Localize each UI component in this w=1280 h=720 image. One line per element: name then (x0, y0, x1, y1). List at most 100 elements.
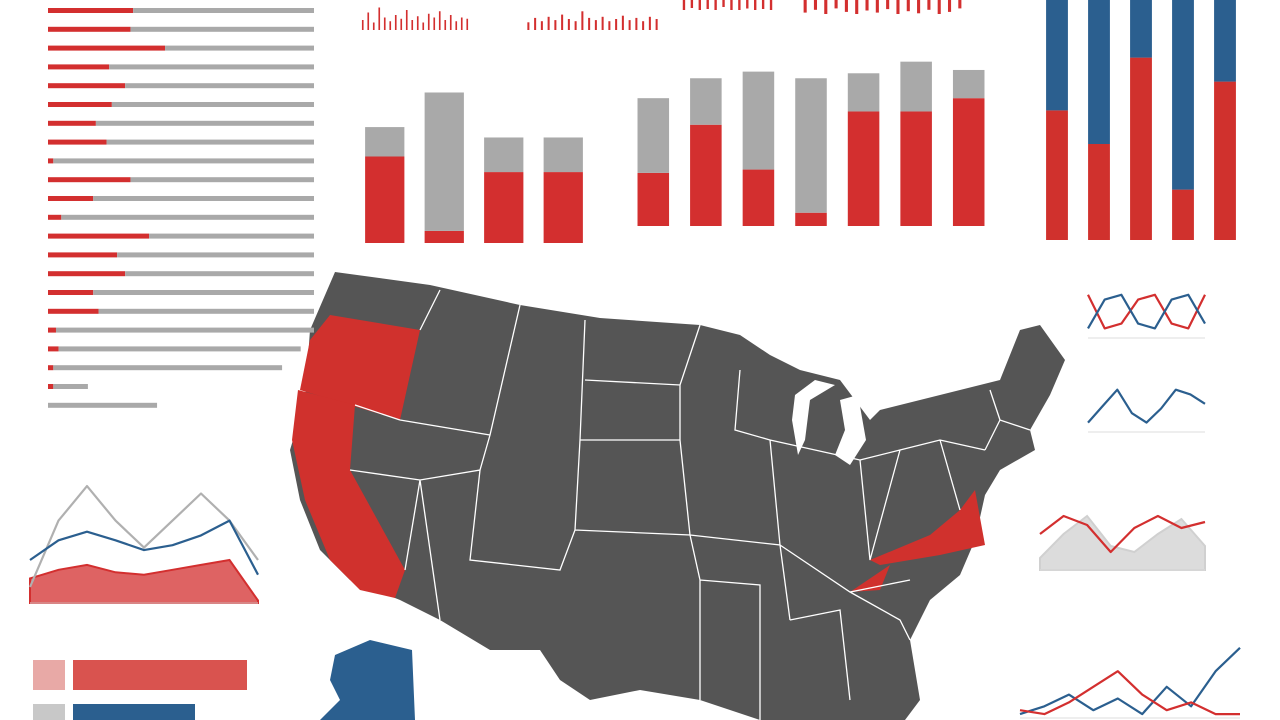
bar (466, 18, 469, 30)
bar (795, 212, 827, 226)
bar (48, 346, 59, 352)
bar (855, 0, 859, 14)
bar (149, 233, 314, 239)
bar (365, 127, 405, 157)
bar (655, 19, 658, 30)
bar (444, 20, 447, 30)
bar (48, 365, 54, 371)
bar (58, 346, 301, 352)
bar (48, 384, 54, 389)
state-california (292, 390, 405, 598)
bar (608, 21, 611, 30)
bar (567, 19, 570, 30)
us-map (290, 272, 1065, 720)
line (1087, 388, 1206, 424)
bar (389, 21, 392, 30)
bar (411, 20, 414, 30)
bar (927, 0, 931, 10)
bar (813, 0, 818, 10)
bar (422, 22, 425, 30)
bar (73, 660, 247, 690)
bar (527, 22, 530, 30)
bar (1214, 0, 1236, 82)
bar (900, 61, 932, 112)
bar (98, 308, 314, 314)
bar (449, 15, 452, 30)
bar (937, 0, 941, 14)
bar (1172, 189, 1194, 240)
bar (48, 327, 56, 333)
bar (896, 0, 900, 14)
bar (130, 26, 314, 32)
bar (682, 0, 686, 10)
bar (637, 98, 670, 173)
bar (543, 137, 583, 173)
bar (484, 137, 524, 173)
state-oregon (300, 315, 420, 420)
line (1087, 293, 1206, 330)
bar (125, 271, 314, 277)
bar (834, 0, 838, 9)
bar (48, 45, 166, 51)
bar (133, 8, 314, 13)
bar (742, 71, 775, 170)
area (1039, 514, 1206, 571)
bar (48, 177, 131, 183)
bar (847, 73, 880, 112)
bar (438, 11, 441, 30)
bar (844, 0, 848, 12)
bar (900, 111, 932, 226)
bar (547, 16, 550, 30)
bar (48, 139, 107, 145)
legend-swatch (33, 660, 65, 690)
bar (803, 0, 807, 13)
bar (372, 22, 375, 30)
bar (484, 172, 524, 243)
bar (865, 0, 869, 11)
bar (48, 290, 94, 295)
bar (1130, 0, 1152, 58)
bar (48, 402, 158, 408)
alaska (320, 640, 415, 720)
bar (111, 102, 314, 107)
bar (48, 83, 126, 89)
bar (690, 124, 722, 226)
bar (48, 102, 112, 107)
state-borders (349, 289, 1031, 720)
bar (55, 327, 314, 333)
bar (648, 16, 651, 30)
bar (165, 45, 314, 51)
bar (383, 17, 386, 30)
bar (93, 290, 314, 295)
bar (405, 10, 408, 30)
bar (109, 64, 315, 70)
bar (635, 17, 638, 30)
bar (48, 214, 62, 220)
bar (594, 20, 597, 30)
bar (698, 0, 701, 10)
area (29, 558, 259, 604)
bar (690, 78, 722, 125)
bar (125, 83, 314, 89)
bar (53, 384, 88, 389)
bar (543, 172, 583, 243)
bar (48, 233, 150, 239)
bar (48, 196, 94, 201)
bar (642, 21, 645, 30)
bar (917, 0, 921, 14)
bar (621, 15, 624, 30)
line (28, 485, 259, 588)
bar (886, 0, 890, 10)
bar (48, 158, 54, 164)
bar (574, 21, 577, 30)
bar (534, 17, 537, 30)
layout-squares (33, 660, 65, 720)
bar (906, 0, 910, 12)
bar (378, 7, 381, 30)
bar (588, 17, 591, 30)
bar (48, 26, 131, 32)
bar (754, 0, 757, 10)
bar (455, 21, 458, 30)
bar (540, 21, 543, 30)
